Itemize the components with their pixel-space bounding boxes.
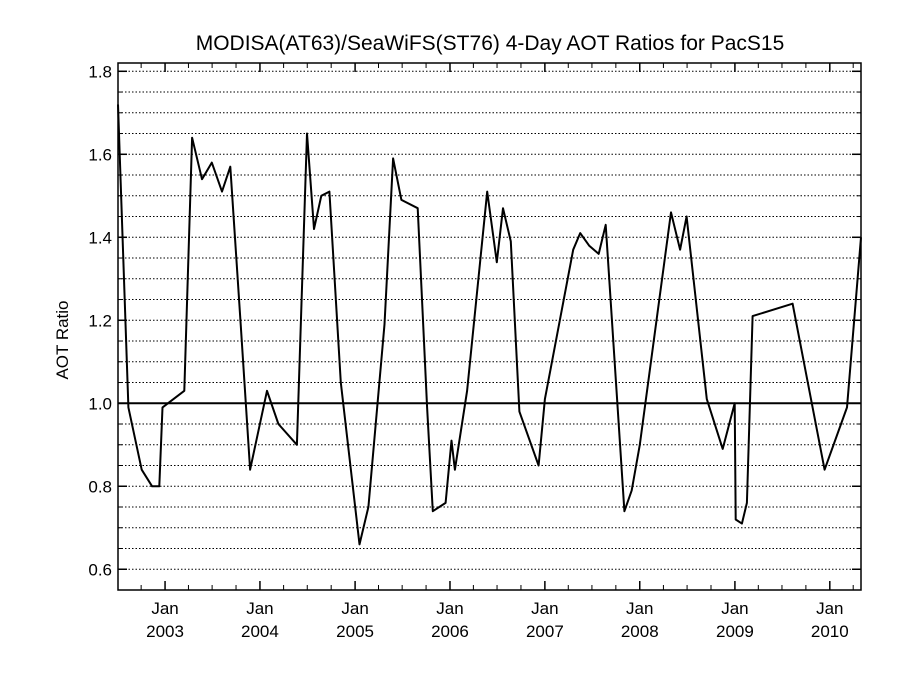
y-tick-label: 0.6: [88, 560, 112, 579]
x-tick-label-year: 2005: [336, 622, 374, 641]
x-tick-label-year: 2008: [621, 622, 659, 641]
y-axis-label: AOT Ratio: [53, 300, 72, 379]
x-tick-label-month: Jan: [246, 599, 273, 618]
x-tick-label-month: Jan: [436, 599, 463, 618]
x-tick-label-month: Jan: [341, 599, 368, 618]
x-tick-label-month: Jan: [531, 599, 558, 618]
x-tick-label-month: Jan: [151, 599, 178, 618]
tick-labels: 0.6 0.8 1.0 1.2 1.4 1.6 1.8 Jan 2003 Jan 2004 Jan 20…: [88, 62, 848, 641]
y-tick-label: 1.2: [88, 311, 112, 330]
x-tick-label-year: 2003: [146, 622, 184, 641]
x-tick-label-month: Jan: [721, 599, 748, 618]
x-tick-label-year: 2004: [241, 622, 279, 641]
x-tick-label-year: 2007: [526, 622, 564, 641]
plot-frame: [117, 62, 862, 591]
x-tick-label-year: 2006: [431, 622, 469, 641]
series-line-aot-ratio: [117, 104, 862, 546]
axis-ticks: [118, 63, 861, 590]
x-tick-label-year: 2009: [716, 622, 754, 641]
x-tick-label-year: 2010: [811, 622, 849, 641]
chart-title: MODISA(AT63)/SeaWiFS(ST76) 4-Day AOT Rat…: [196, 32, 785, 55]
y-tick-label: 0.8: [88, 477, 112, 496]
x-tick-label-month: Jan: [816, 599, 843, 618]
x-tick-label-month: Jan: [626, 599, 653, 618]
grid-lines: [118, 70, 861, 591]
y-tick-label: 1.0: [88, 394, 112, 413]
y-tick-label: 1.8: [88, 62, 112, 81]
y-tick-label: 1.4: [88, 228, 112, 247]
y-tick-label: 1.6: [88, 145, 112, 164]
